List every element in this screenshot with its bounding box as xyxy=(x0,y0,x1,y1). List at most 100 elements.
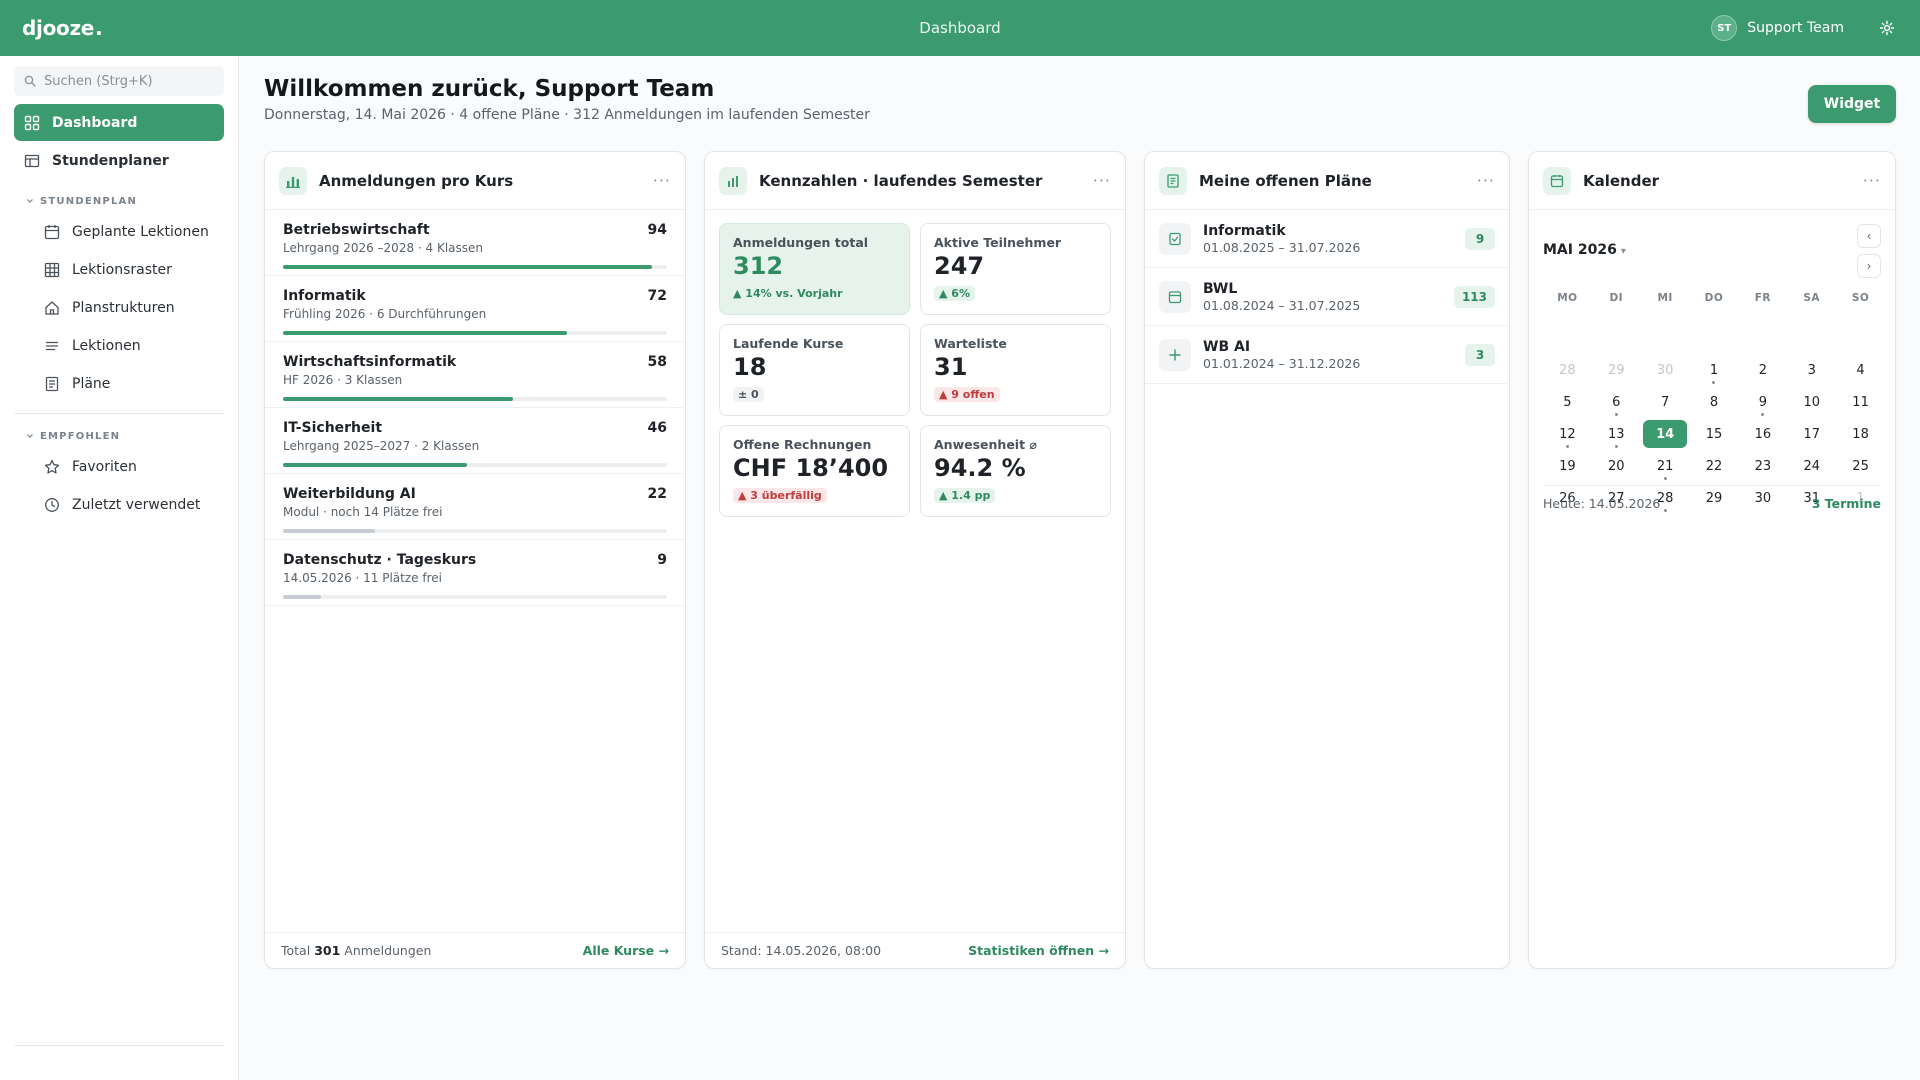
all-courses-link[interactable]: Alle Kurse → xyxy=(582,943,669,958)
day-number: 4 xyxy=(1856,362,1865,378)
event-dot xyxy=(1712,381,1716,384)
sidebar-item-plaene[interactable]: Pläne xyxy=(44,367,224,401)
document-icon xyxy=(1159,166,1187,195)
calendar-day[interactable]: 31 xyxy=(1787,482,1836,514)
user-menu[interactable]: ST Support Team xyxy=(1711,15,1898,41)
kpi-tile[interactable]: Aktive Teilnehmer 247 ▲ 6% xyxy=(920,223,1111,315)
plan-list: Informatik 01.08.2025 – 31.07.2026 9 BWL 0… xyxy=(1145,210,1509,384)
calendar-day[interactable]: 13 xyxy=(1592,418,1641,450)
course-count: 46 xyxy=(647,420,667,436)
calendar-day[interactable]: 18 xyxy=(1836,418,1885,450)
search-input[interactable]: Suchen (Strg+K) xyxy=(14,66,224,96)
prev-month-button[interactable]: ‹ xyxy=(1857,224,1881,248)
day-number: 14 xyxy=(1643,420,1688,448)
sidebar-item-label: Zuletzt verwendet xyxy=(72,497,201,513)
course-row[interactable]: Betriebswirtschaft 94 Lehrgang 2026 –2028 … xyxy=(265,210,685,276)
calendar-day[interactable]: 30 xyxy=(1641,354,1690,386)
plan-name: Informatik xyxy=(1203,222,1286,239)
calendar-day[interactable]: 6 xyxy=(1592,386,1641,418)
calendar-day[interactable]: 17 xyxy=(1787,418,1836,450)
day-number: 9 xyxy=(1758,394,1767,410)
more-menu-icon[interactable]: ··· xyxy=(1476,171,1495,190)
calendar-day[interactable]: 5 xyxy=(1543,386,1592,418)
calendar-day[interactable]: 27 xyxy=(1592,482,1641,514)
section-stundenplan[interactable]: STUNDENPLAN xyxy=(26,193,238,209)
sidebar-item-planstrukturen[interactable]: Planstrukturen xyxy=(44,291,224,325)
day-number: 12 xyxy=(1559,426,1576,442)
sidebar-bottom-divider xyxy=(14,1045,224,1046)
chevron-down-icon xyxy=(26,197,34,205)
plan-item-bwl[interactable]: BWL 01.08.2024 – 31.07.2025 113 xyxy=(1145,268,1509,326)
weekday-header: SA xyxy=(1803,292,1821,304)
next-month-button[interactable]: › xyxy=(1857,254,1881,278)
plan-item-informatik[interactable]: Informatik 01.08.2025 – 31.07.2026 9 xyxy=(1145,210,1509,268)
count-badge: 113 xyxy=(1453,285,1495,308)
section-empfohlen[interactable]: EMPFOHLEN xyxy=(26,428,238,444)
sidebar-item-dashboard[interactable]: Dashboard xyxy=(14,104,224,141)
calendar-day[interactable]: 10 xyxy=(1787,386,1836,418)
calendar-day[interactable]: 28 xyxy=(1543,354,1592,386)
more-menu-icon[interactable]: ··· xyxy=(1092,171,1111,190)
kpi-tile[interactable]: Anwesenheit ⌀ 94.2 % ▲ 1.4 pp xyxy=(920,425,1111,517)
course-subtitle: Lehrgang 2025–2027 · 2 Klassen xyxy=(283,439,480,453)
calendar-day[interactable]: 20 xyxy=(1592,450,1641,482)
calendar-day[interactable]: 4 xyxy=(1836,354,1885,386)
calendar-day[interactable]: 22 xyxy=(1690,450,1739,482)
calendar-day[interactable]: 29 xyxy=(1690,482,1739,514)
calendar-day[interactable]: 2 xyxy=(1738,354,1787,386)
more-menu-icon[interactable]: ··· xyxy=(652,171,671,190)
calendar-day[interactable]: 28 xyxy=(1641,482,1690,514)
event-dot xyxy=(1614,413,1618,416)
course-row[interactable]: IT-Sicherheit 46 Lehrgang 2025–2027 · 2 Kl… xyxy=(265,408,685,474)
calendar-day[interactable]: 19 xyxy=(1543,450,1592,482)
sidebar-item-geplante-lektionen[interactable]: Geplante Lektionen xyxy=(44,215,224,249)
calendar-day[interactable]: 25 xyxy=(1836,450,1885,482)
day-number: 11 xyxy=(1852,394,1869,410)
events-count-link[interactable]: 3 Termine xyxy=(1811,496,1881,511)
kpi-tile[interactable]: Laufende Kurse 18 ± 0 xyxy=(719,324,910,416)
calendar-day-today[interactable]: 14 xyxy=(1641,418,1690,450)
calendar-day[interactable]: 30 xyxy=(1738,482,1787,514)
course-row[interactable]: Datenschutz · Tageskurs 9 14.05.2026 · 11 … xyxy=(265,540,685,606)
card-title: Kennzahlen · laufendes Semester xyxy=(759,171,1043,190)
user-name[interactable]: Support Team xyxy=(1747,20,1844,36)
month-selector[interactable]: MAI 2026 ▾ xyxy=(1543,242,1626,258)
kpi-label: Offene Rechnungen xyxy=(733,437,872,452)
sidebar-item-stundenplaner[interactable]: Stundenplaner xyxy=(14,142,224,179)
widget-button[interactable]: Widget xyxy=(1808,85,1896,123)
calendar-day[interactable]: 23 xyxy=(1738,450,1787,482)
sidebar-item-favoriten[interactable]: Favoriten xyxy=(44,450,224,484)
calendar-day[interactable]: 11 xyxy=(1836,386,1885,418)
sidebar-item-zuletzt-verwendet[interactable]: Zuletzt verwendet xyxy=(44,488,224,522)
calendar-day[interactable]: 21 xyxy=(1641,450,1690,482)
course-name: Datenschutz · Tageskurs xyxy=(283,552,477,568)
plan-item-wb-ai[interactable]: WB AI 01.01.2024 – 31.12.2026 3 xyxy=(1145,326,1509,384)
calendar-day[interactable]: 26 xyxy=(1543,482,1592,514)
sidebar-item-lektionsraster[interactable]: Lektionsraster xyxy=(44,253,224,287)
calendar-day[interactable]: 8 xyxy=(1690,386,1739,418)
calendar-day[interactable]: 16 xyxy=(1738,418,1787,450)
kpi-tile[interactable]: Offene Rechnungen CHF 18’400 ▲ 3 überfälli… xyxy=(719,425,910,517)
open-statistics-link[interactable]: Statistiken öffnen → xyxy=(968,943,1109,958)
calendar-day[interactable]: 9 xyxy=(1738,386,1787,418)
calendar-day[interactable]: 29 xyxy=(1592,354,1641,386)
course-row[interactable]: Wirtschaftsinformatik 58 HF 2026 · 3 Klass… xyxy=(265,342,685,408)
calendar-day[interactable]: 3 xyxy=(1787,354,1836,386)
calendar-day[interactable]: 1 xyxy=(1836,482,1885,514)
calendar-day[interactable]: 15 xyxy=(1690,418,1739,450)
calendar-day[interactable]: 24 xyxy=(1787,450,1836,482)
kpi-tile[interactable]: Warteliste 31 ▲ 9 offen xyxy=(920,324,1111,416)
avatar[interactable]: ST xyxy=(1711,15,1738,41)
list-icon xyxy=(44,338,60,354)
sidebar-item-lektionen[interactable]: Lektionen xyxy=(44,329,224,363)
gear-icon[interactable] xyxy=(1876,17,1898,39)
kpi-tile[interactable]: Anmeldungen total 312 ▲ 14% vs. Vorjahr xyxy=(719,223,910,315)
course-row[interactable]: Informatik 72 Frühling 2026 · 6 Durchführu… xyxy=(265,276,685,342)
calendar-day[interactable]: 1 xyxy=(1690,354,1739,386)
brand-logo[interactable]: djooze xyxy=(22,16,95,40)
calendar-day[interactable]: 7 xyxy=(1641,386,1690,418)
calendar-day[interactable]: 12 xyxy=(1543,418,1592,450)
more-menu-icon[interactable]: ··· xyxy=(1862,171,1881,190)
course-row[interactable]: Weiterbildung AI 22 Modul · noch 14 Plätze… xyxy=(265,474,685,540)
plan-name: BWL xyxy=(1203,280,1238,297)
